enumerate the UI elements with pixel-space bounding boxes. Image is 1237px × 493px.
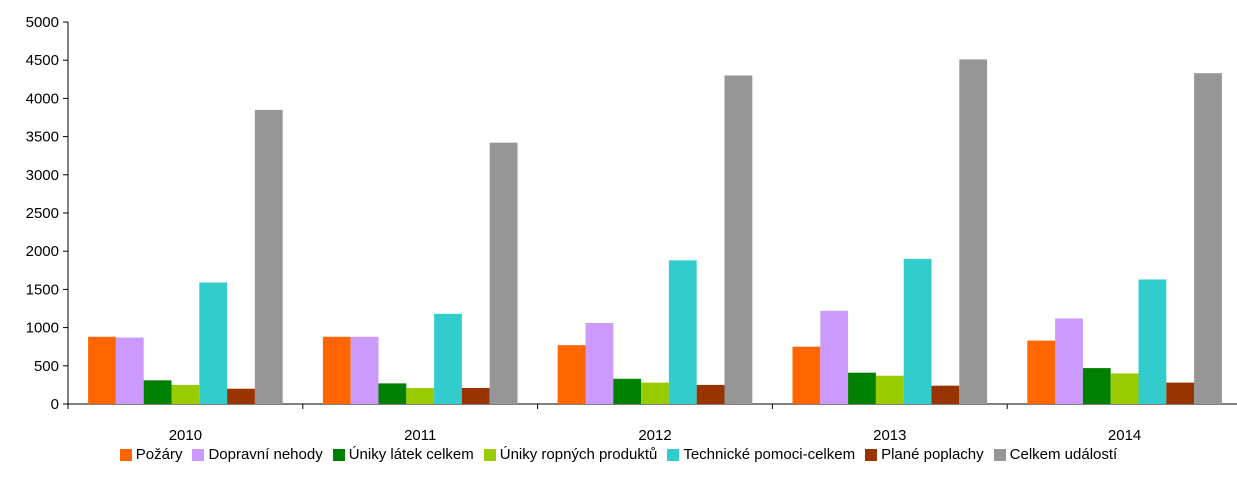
bar: [931, 385, 960, 404]
legend-swatch: [332, 448, 345, 461]
y-tick-label: 3000: [26, 167, 59, 184]
legend-swatch: [993, 448, 1006, 461]
bar: [1166, 382, 1195, 404]
bar: [820, 310, 849, 404]
y-tick-label: 1500: [26, 281, 59, 298]
bar: [171, 384, 200, 404]
legend-swatch: [667, 448, 680, 461]
bar: [254, 109, 283, 405]
x-tick-label: 2014: [1108, 427, 1141, 444]
bar: [696, 384, 725, 404]
legend-item: Technické pomoci-celkem: [667, 446, 855, 463]
bar: [724, 75, 753, 404]
bar: [115, 337, 144, 404]
bar: [1194, 73, 1222, 405]
x-tick-label: 2012: [638, 427, 671, 444]
bar: [848, 372, 876, 404]
y-axis: 0 500 1000 1500 2000 2500 3000 3500 4000 4500 5000: [26, 14, 69, 413]
y-tick-label: 2000: [26, 243, 59, 260]
x-tick-label: 2013: [873, 427, 906, 444]
bar: [668, 260, 697, 404]
legend-label: Úniky látek celkem: [348, 446, 474, 463]
legend-swatch: [119, 448, 132, 461]
bar: [322, 336, 351, 404]
bar: [959, 59, 988, 404]
legend-label: Celkem událostí: [1009, 446, 1118, 463]
bar: [199, 282, 228, 404]
y-tick-label: 5000: [26, 14, 59, 31]
bar: [434, 313, 462, 404]
x-tick-label: 2010: [169, 427, 202, 444]
x-axis: 2010 2011 2012 2013 2014: [67, 403, 1237, 444]
bar: [1082, 368, 1111, 404]
legend-swatch: [865, 448, 878, 461]
legend: Požáry Dopravní nehody Úniky látek celkem Ú…: [0, 446, 1237, 463]
legend-item: Celkem událostí: [993, 446, 1118, 463]
legend-item: Plané poplachy: [865, 446, 984, 463]
y-tick-label: 4500: [26, 52, 59, 69]
bar: [1027, 340, 1056, 404]
bar: [88, 336, 116, 404]
bar: [1138, 279, 1167, 404]
bar: [792, 346, 821, 404]
bar: [875, 375, 904, 404]
y-tick-label: 2500: [26, 205, 59, 222]
bar: [1110, 373, 1139, 404]
y-tick-label: 1000: [26, 320, 59, 337]
legend-item: Úniky ropných produktů: [483, 446, 658, 463]
bar: [406, 387, 435, 404]
bar: [461, 387, 490, 404]
y-tick-label: 4000: [26, 90, 59, 107]
legend-item: Požáry: [119, 446, 183, 463]
x-tick-label: 2011: [404, 427, 436, 444]
bar-chart: 0 500 1000 1500 2000 2500 3000 3500 4000 4500 5000…: [26, 14, 1237, 444]
bar: [143, 380, 172, 404]
bar: [1055, 318, 1083, 404]
bar: [585, 323, 614, 404]
bar: [489, 142, 518, 404]
y-tick-label: 500: [34, 358, 59, 375]
legend-label: Plané poplachy: [881, 446, 984, 463]
bar: [557, 345, 586, 404]
legend-swatch: [483, 448, 496, 461]
bars: [88, 59, 1222, 405]
legend-item: Úniky látek celkem: [332, 446, 474, 463]
bar: [378, 383, 407, 404]
legend-label: Dopravní nehody: [208, 446, 323, 463]
y-tick-label: 3500: [26, 129, 59, 146]
bar: [613, 378, 642, 404]
legend-label: Technické pomoci-celkem: [683, 446, 856, 463]
bar: [350, 336, 379, 404]
bar: [227, 388, 255, 404]
y-tick-label: 0: [51, 396, 59, 413]
legend-swatch: [192, 448, 205, 461]
legend-label: Požáry: [135, 446, 183, 463]
legend-label: Úniky ropných produktů: [499, 446, 658, 463]
bar: [641, 382, 669, 404]
legend-item: Dopravní nehody: [192, 446, 323, 463]
bar: [903, 258, 932, 404]
